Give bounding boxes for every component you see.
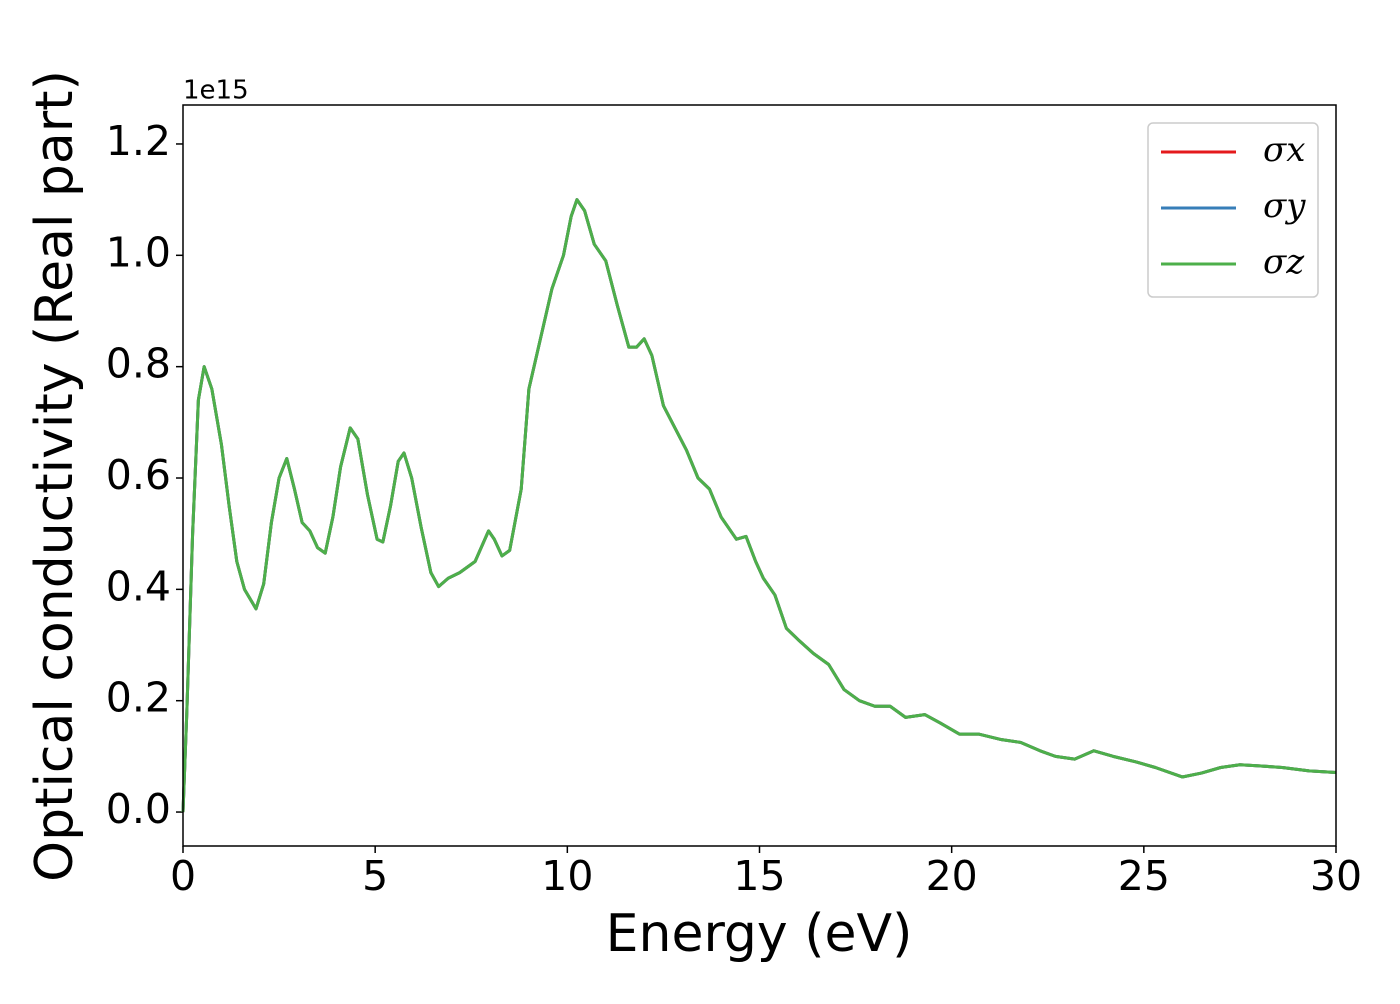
y-tick-label: 0.4: [106, 562, 171, 610]
y-tick-label: 1.0: [106, 228, 171, 276]
y-offset-text: 1e15: [183, 76, 249, 106]
legend-label: σy: [1263, 186, 1306, 226]
x-tick-label: 10: [541, 852, 593, 900]
x-tick-label: 20: [926, 852, 978, 900]
y-tick-label: 0.0: [106, 785, 171, 833]
x-tick-label: 15: [733, 852, 785, 900]
plot-area: [183, 105, 1336, 846]
y-tick-label: 0.8: [106, 340, 171, 388]
x-axis-label: Energy (eV): [606, 904, 913, 964]
legend-label: σx: [1263, 130, 1305, 170]
y-tick-label: 1.2: [106, 117, 171, 165]
series-line: [181, 198, 1337, 813]
x-tick-label: 25: [1118, 852, 1170, 900]
x-tick-label: 0: [170, 852, 196, 900]
legend: σx σy σz: [1147, 122, 1319, 298]
y-axis-label: Optical conductivity (Real part): [25, 70, 85, 882]
legend-label: σz: [1263, 242, 1305, 282]
y-tick-label: 0.6: [106, 451, 171, 499]
y-tick-label: 0.2: [106, 674, 171, 722]
x-tick-label: 30: [1310, 852, 1362, 900]
x-tick-label: 5: [362, 852, 388, 900]
plot-frame: [182, 104, 1337, 847]
legend-box: [1147, 122, 1319, 298]
